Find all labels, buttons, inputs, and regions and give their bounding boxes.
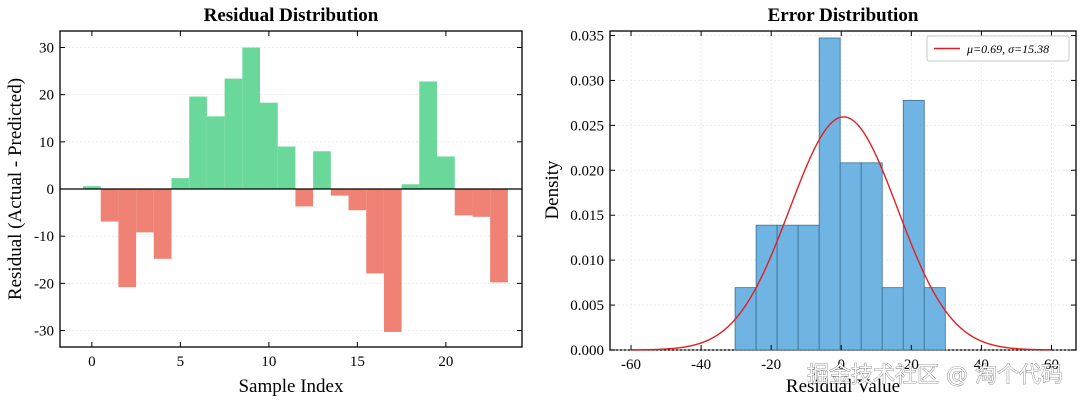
error-y-ticks: 0.000 0.005 0.010 0.015 0.020 0.025 0.030 0.035 bbox=[570, 28, 1076, 359]
histogram-bars bbox=[734, 37, 946, 351]
x-tick-label: -20 bbox=[761, 357, 781, 373]
residual-bar bbox=[472, 189, 491, 217]
residual-bar bbox=[118, 189, 137, 288]
residual-bar bbox=[454, 189, 473, 216]
y-tick-label: 0.000 bbox=[570, 343, 604, 359]
residual-bar bbox=[171, 178, 190, 189]
histogram-bar bbox=[734, 287, 757, 351]
legend: μ=0.69, σ=15.38 bbox=[926, 35, 1070, 62]
x-tick-label: 60 bbox=[1044, 357, 1059, 373]
residual-bar bbox=[401, 184, 420, 189]
x-tick-label: 0 bbox=[88, 354, 96, 370]
y-tick-label: 0.025 bbox=[570, 118, 604, 134]
error-x-label: Residual Value bbox=[786, 376, 900, 397]
histogram-bar bbox=[755, 224, 778, 351]
x-tick-label: 10 bbox=[261, 354, 276, 370]
histogram-bar bbox=[923, 287, 946, 351]
residual-bar bbox=[136, 189, 154, 233]
residual-bar bbox=[206, 116, 225, 189]
residual-bar bbox=[189, 96, 207, 189]
x-tick-label: 20 bbox=[904, 357, 919, 373]
y-tick-label: 0.015 bbox=[570, 208, 604, 224]
y-tick-label: 0 bbox=[47, 182, 55, 198]
y-tick-label: -20 bbox=[34, 276, 54, 292]
x-tick-label: -40 bbox=[691, 357, 711, 373]
histogram-bar bbox=[881, 287, 904, 351]
x-tick-label: 5 bbox=[177, 354, 185, 370]
y-tick-label: 30 bbox=[39, 41, 54, 57]
residual-bar bbox=[277, 146, 296, 189]
residual-bar bbox=[153, 189, 172, 259]
error-y-label: Density bbox=[542, 160, 563, 220]
histogram-bar bbox=[818, 37, 841, 351]
legend-sigma: σ=15.38 bbox=[1008, 42, 1049, 56]
histogram-bar bbox=[902, 99, 925, 351]
y-tick-label: -30 bbox=[34, 323, 54, 339]
y-tick-label: 10 bbox=[39, 135, 54, 151]
residual-chart-title: Residual Distribution bbox=[204, 5, 379, 26]
legend-mu: μ=0.69 bbox=[966, 42, 1002, 56]
residual-chart: Residual Distribution 0 5 10 15 20 -30 -20 -10… bbox=[5, 5, 523, 397]
residual-bar bbox=[260, 102, 278, 189]
x-tick-label: 0 bbox=[837, 357, 845, 373]
error-chart: Error Distribution -60 -40 -20 0 20 40 60 0.00… bbox=[542, 5, 1077, 397]
residual-bar bbox=[330, 189, 349, 196]
residual-y-ticks: -30 -20 -10 0 10 20 30 bbox=[34, 41, 522, 339]
y-tick-label: 0.010 bbox=[570, 253, 604, 269]
residual-bar bbox=[100, 189, 119, 222]
y-tick-label: 0.030 bbox=[570, 73, 604, 89]
residual-bar bbox=[437, 156, 455, 189]
y-tick-label: 0.020 bbox=[570, 163, 604, 179]
watermark: 掘金技术社区 @ 淘个代码 bbox=[807, 363, 1063, 388]
y-tick-label: 0.035 bbox=[570, 28, 604, 44]
residual-bar bbox=[295, 189, 314, 207]
residual-bar bbox=[313, 151, 331, 189]
residual-bar bbox=[224, 78, 243, 189]
x-tick-label: 15 bbox=[350, 354, 365, 370]
y-tick-label: 0.005 bbox=[570, 298, 604, 314]
residual-bar bbox=[419, 81, 438, 189]
x-tick-label: -60 bbox=[621, 357, 641, 373]
residual-bar bbox=[490, 189, 508, 283]
histogram-bar bbox=[776, 224, 799, 351]
x-tick-label: 40 bbox=[974, 357, 989, 373]
histogram-bar bbox=[797, 224, 820, 351]
histogram-bar bbox=[839, 162, 862, 351]
residual-bar bbox=[348, 189, 367, 211]
residual-y-label: Residual (Actual - Predicted) bbox=[5, 78, 26, 300]
legend-box bbox=[926, 35, 1070, 62]
error-chart-title: Error Distribution bbox=[768, 5, 919, 26]
y-tick-label: -10 bbox=[34, 229, 54, 245]
residual-bar bbox=[83, 186, 101, 189]
residual-bar bbox=[366, 189, 384, 274]
histogram-bar bbox=[860, 162, 883, 351]
residual-bar bbox=[242, 47, 261, 189]
normal-fit-curve bbox=[631, 116, 1052, 351]
y-tick-label: 20 bbox=[39, 88, 54, 104]
residual-x-label: Sample Index bbox=[238, 376, 344, 397]
residual-x-ticks: 0 5 10 15 20 bbox=[88, 31, 453, 370]
residual-bar bbox=[383, 189, 402, 332]
x-tick-label: 20 bbox=[438, 354, 453, 370]
error-x-ticks: -60 -40 -20 0 20 40 60 bbox=[621, 31, 1059, 373]
residual-bars bbox=[83, 47, 508, 332]
legend-label: μ=0.69, σ=15.38 bbox=[966, 42, 1049, 56]
